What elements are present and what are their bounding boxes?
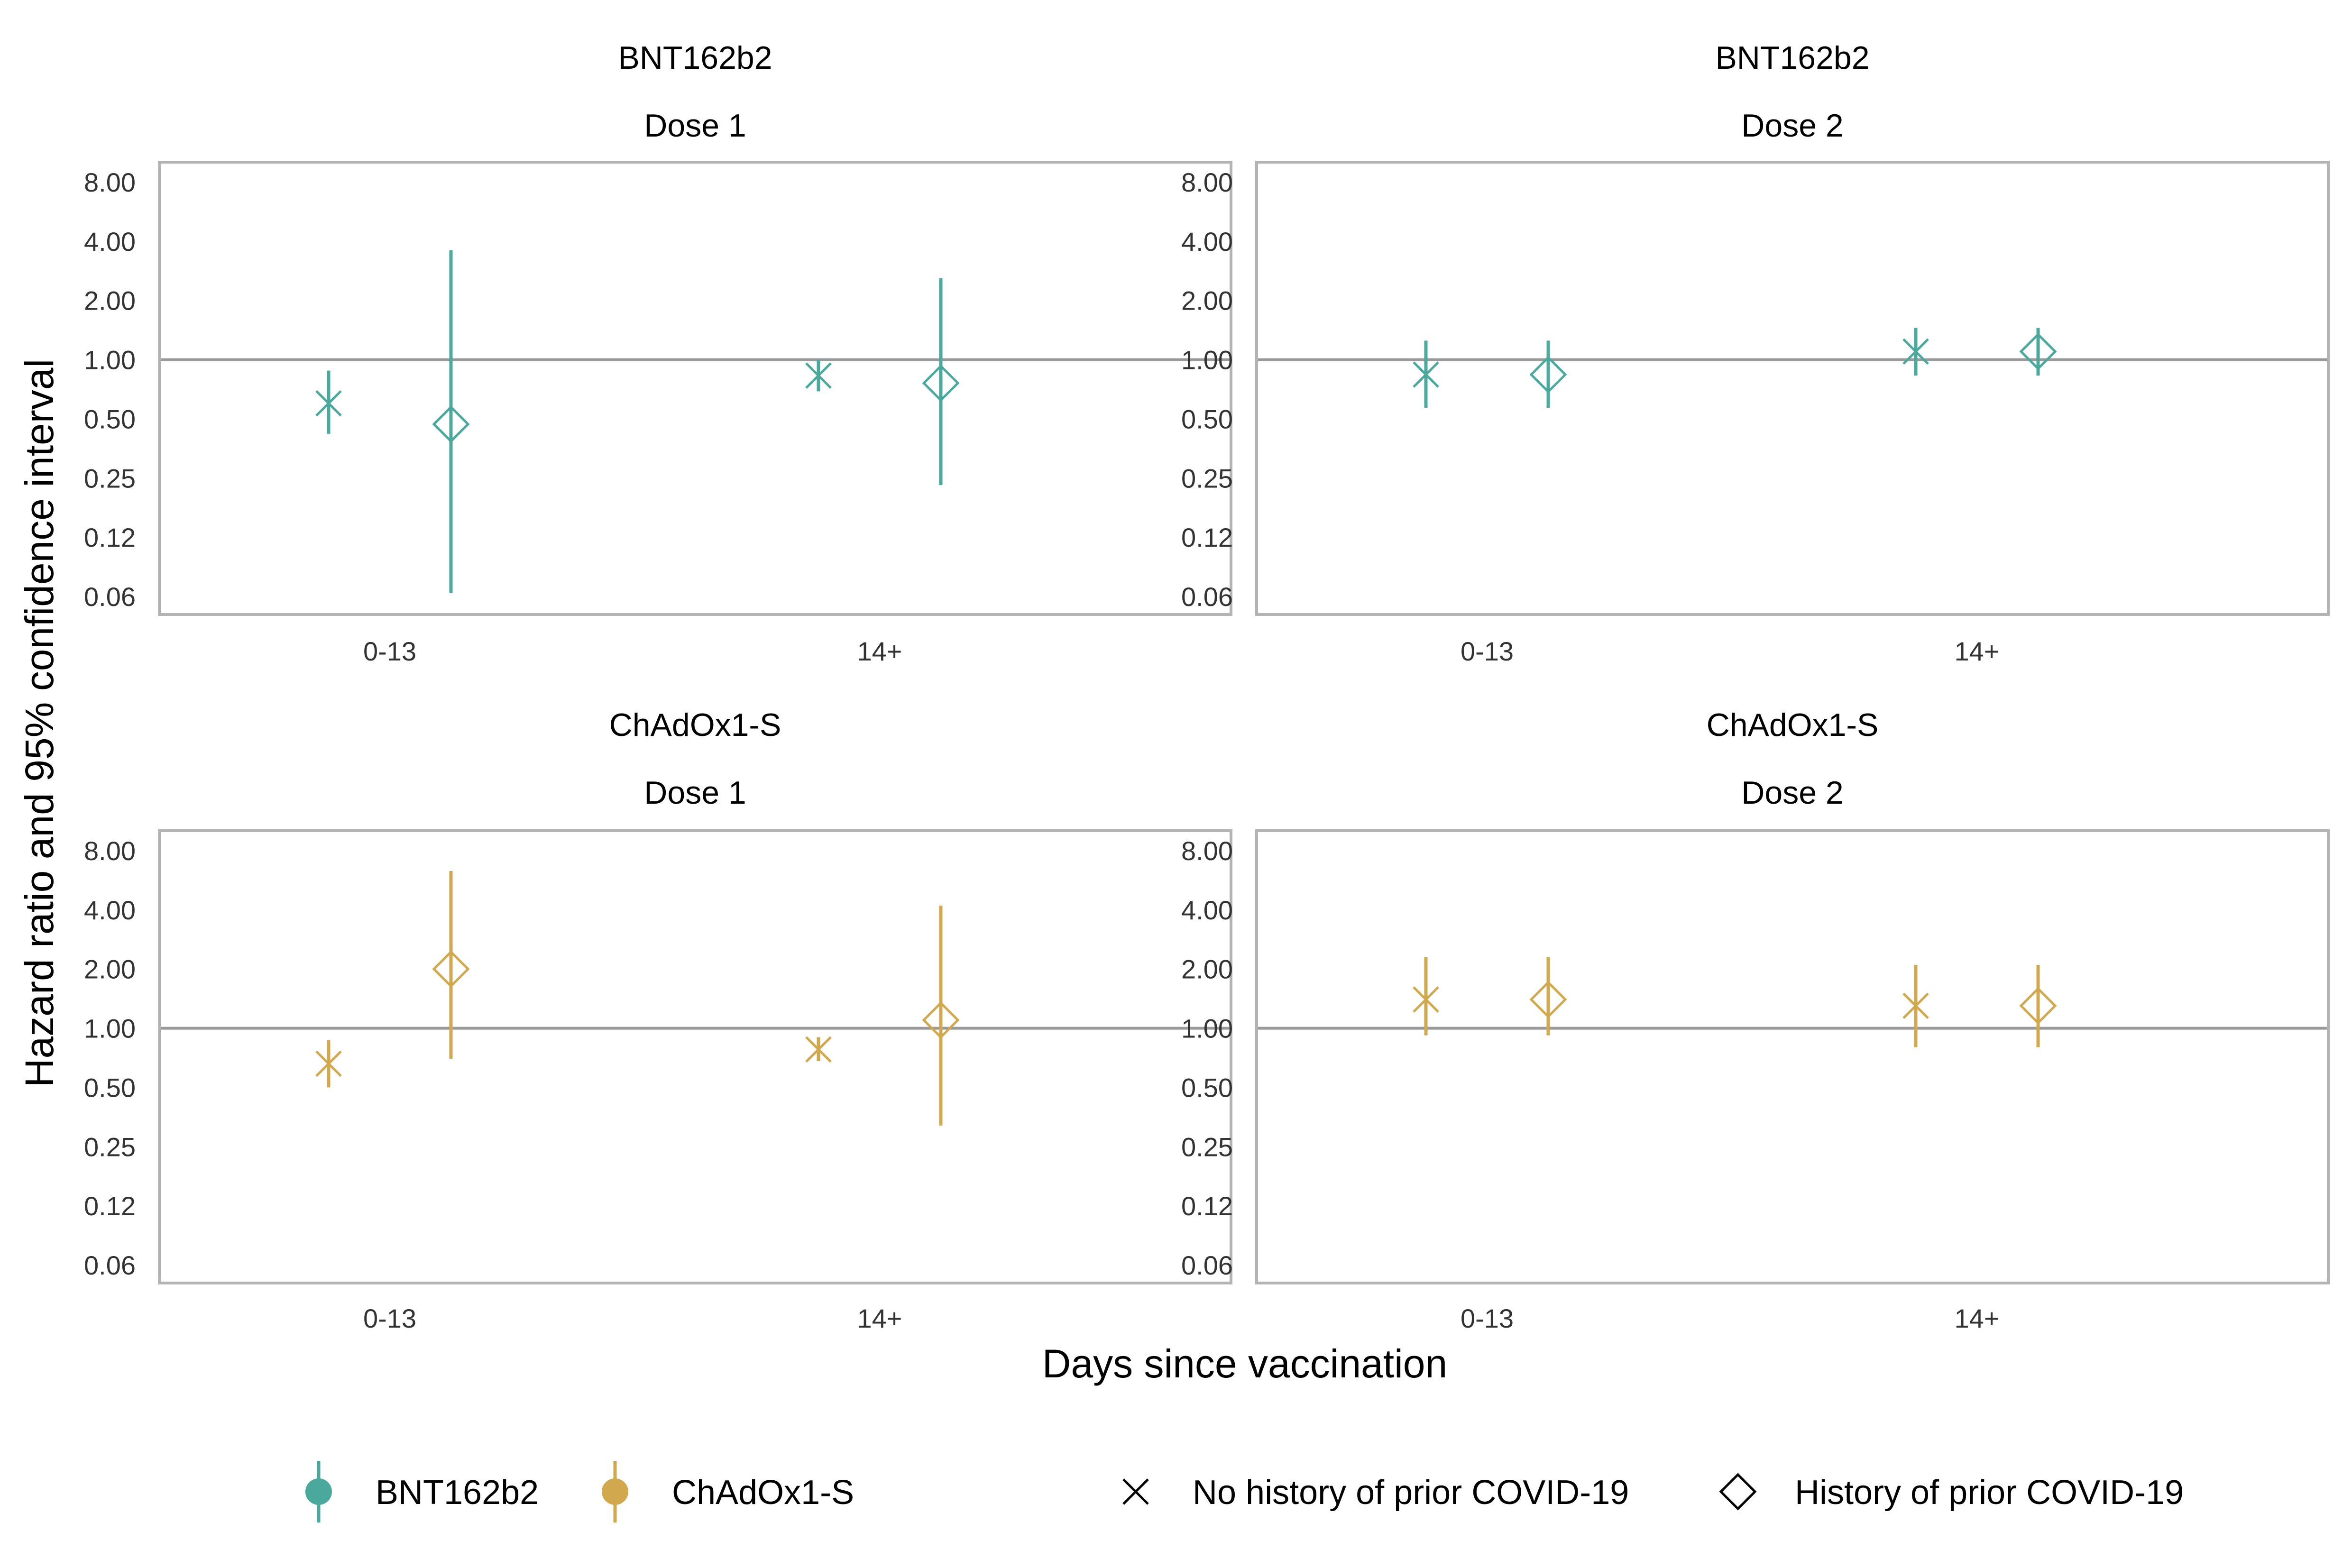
y-tick-label: 0.50	[84, 1073, 136, 1102]
panel-title: BNT162b2	[1715, 40, 1869, 76]
x-tick-label: 0-13	[1461, 1303, 1514, 1333]
hazard-ratio-point	[432, 405, 470, 443]
legend-label: BNT162b2	[376, 1474, 539, 1512]
y-tick-label: 0.50	[1181, 404, 1233, 434]
legend-label: No history of prior COVID-19	[1193, 1474, 1629, 1512]
hazard-ratio-point	[432, 950, 470, 988]
y-tick-label: 0.06	[1181, 1250, 1233, 1280]
legend-item-vaccine: BNT162b2	[305, 1461, 539, 1522]
legend-dot-icon	[305, 1478, 332, 1505]
y-tick-label: 2.00	[1181, 286, 1233, 316]
x-tick-label: 14+	[1955, 1303, 2000, 1333]
y-tick-label: 4.00	[84, 227, 136, 257]
y-tick-label: 8.00	[1181, 836, 1233, 866]
hazard-ratio-point	[1902, 992, 1929, 1019]
x-tick-label: 14+	[857, 1303, 902, 1333]
hazard-ratio-point	[922, 364, 960, 402]
x-tick-label: 0-13	[1461, 636, 1514, 666]
y-tick-label: 4.00	[84, 895, 136, 925]
legend-dot-icon	[602, 1478, 628, 1505]
legend-item-history: No history of prior COVID-19	[1122, 1474, 1629, 1512]
panel-subtitle: Dose 2	[1741, 108, 1843, 144]
y-tick-label: 8.00	[1181, 167, 1233, 197]
y-tick-label: 0.25	[84, 463, 136, 493]
hazard-ratio-point	[1529, 356, 1567, 394]
y-tick-label: 0.12	[84, 523, 136, 552]
y-tick-label: 4.00	[1181, 227, 1233, 257]
y-tick-label: 2.00	[84, 954, 136, 984]
x-cross-icon	[1122, 1478, 1149, 1505]
y-tick-label: 0.12	[84, 1191, 136, 1221]
y-tick-label: 0.50	[84, 404, 136, 434]
panel-frame	[158, 161, 1232, 616]
x-tick-label: 0-13	[363, 636, 416, 666]
hazard-ratio-point	[315, 390, 342, 417]
panel-subtitle: Dose 2	[1741, 775, 1843, 811]
panel-frame	[1255, 161, 2330, 616]
y-tick-label: 1.00	[1181, 345, 1233, 375]
legend-label: ChAdOx1-S	[672, 1474, 854, 1512]
y-tick-label: 0.25	[1181, 1132, 1233, 1162]
y-axis-title: Hazard ratio and 95% confidence interval	[17, 359, 62, 1087]
x-axis-title: Days since vaccination	[1042, 1341, 1447, 1386]
y-tick-label: 1.00	[1181, 1014, 1233, 1044]
y-tick-label: 0.06	[84, 582, 136, 612]
y-tick-label: 1.00	[84, 1014, 136, 1044]
y-tick-label: 0.06	[1181, 582, 1233, 612]
hazard-ratio-point	[922, 1001, 960, 1039]
y-tick-label: 0.25	[1181, 463, 1233, 493]
panel-title: ChAdOx1-S	[609, 707, 781, 743]
hazard-ratio-point	[2019, 987, 2057, 1025]
y-tick-label: 0.12	[1181, 1191, 1233, 1221]
legend-label: History of prior COVID-19	[1795, 1474, 2184, 1512]
x-tick-label: 0-13	[363, 1303, 416, 1333]
y-tick-label: 8.00	[84, 836, 136, 866]
panel-frame	[1255, 829, 2330, 1284]
legend-item-vaccine: ChAdOx1-S	[602, 1461, 854, 1522]
y-tick-label: 2.00	[1181, 954, 1233, 984]
diamond-icon	[1719, 1473, 1757, 1511]
facet-panel: ChAdOx1-S Dose 2 0.06 0.12 0.25 0.50 1.00 2.00 4…	[1181, 707, 2330, 1333]
hazard-ratio-point	[1529, 981, 1567, 1018]
panel-frame	[158, 829, 1232, 1284]
y-tick-label: 0.06	[84, 1250, 136, 1280]
hazard-ratio-point	[1413, 986, 1439, 1013]
facet-panel: BNT162b2 Dose 1 0.06 0.12 0.25 0.50 1.00 2.00 4.…	[84, 40, 1232, 666]
y-tick-label: 0.50	[1181, 1073, 1233, 1102]
y-tick-label: 4.00	[1181, 895, 1233, 925]
facet-panels: BNT162b2 Dose 1 0.06 0.12 0.25 0.50 1.00 2.00 4.…	[84, 40, 2330, 1333]
hazard-ratio-point	[805, 362, 832, 389]
hazard-ratio-point	[1902, 338, 1929, 365]
facet-panel: BNT162b2 Dose 2 0.06 0.12 0.25 0.50 1.00 2.00 4.…	[1181, 40, 2330, 666]
y-tick-label: 0.12	[1181, 523, 1233, 552]
hazard-ratio-point	[315, 1050, 342, 1077]
hazard-ratio-point	[2019, 332, 2057, 370]
legend-item-history: History of prior COVID-19	[1719, 1473, 2184, 1512]
hazard-ratio-point	[805, 1036, 832, 1063]
panel-subtitle: Dose 1	[644, 775, 746, 811]
x-tick-label: 14+	[857, 636, 902, 666]
legend: BNT162b2 ChAdOx1-S No history of prior COV…	[305, 1461, 2184, 1522]
y-tick-label: 0.25	[84, 1132, 136, 1162]
panel-title: ChAdOx1-S	[1707, 707, 1879, 743]
x-tick-label: 14+	[1955, 636, 2000, 666]
y-tick-label: 1.00	[84, 345, 136, 375]
y-tick-label: 8.00	[84, 167, 136, 197]
hazard-ratio-point	[1413, 361, 1439, 388]
panel-subtitle: Dose 1	[644, 108, 746, 144]
y-tick-label: 2.00	[84, 286, 136, 316]
facet-panel: ChAdOx1-S Dose 1 0.06 0.12 0.25 0.50 1.00 2.00 4…	[84, 707, 1232, 1333]
panel-title: BNT162b2	[618, 40, 772, 76]
